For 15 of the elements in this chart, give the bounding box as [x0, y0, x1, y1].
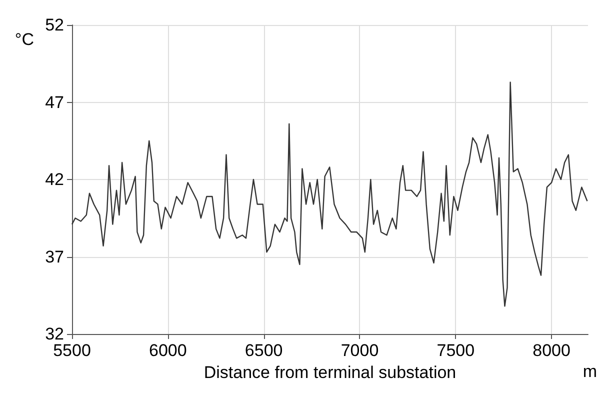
x-tick-label: 8000: [532, 341, 570, 360]
y-tick-label: 32: [45, 324, 64, 344]
y-tick-label: 52: [45, 16, 64, 34]
x-axis-title: Distance from terminal substation: [204, 363, 456, 382]
y-tick-label: 42: [45, 170, 64, 189]
x-tick-label: 6500: [244, 341, 283, 360]
x-tick-label: 5500: [53, 341, 91, 360]
y-axis-title: °C: [14, 30, 34, 49]
x-tick-label: 7000: [340, 341, 379, 360]
line-series: [71, 82, 588, 307]
x-tick-label: 7500: [436, 341, 475, 360]
x-tick-label: 6000: [148, 341, 187, 360]
y-tick-label: 37: [45, 247, 64, 266]
y-tick-label: 47: [45, 92, 64, 112]
text: m: [582, 362, 598, 381]
